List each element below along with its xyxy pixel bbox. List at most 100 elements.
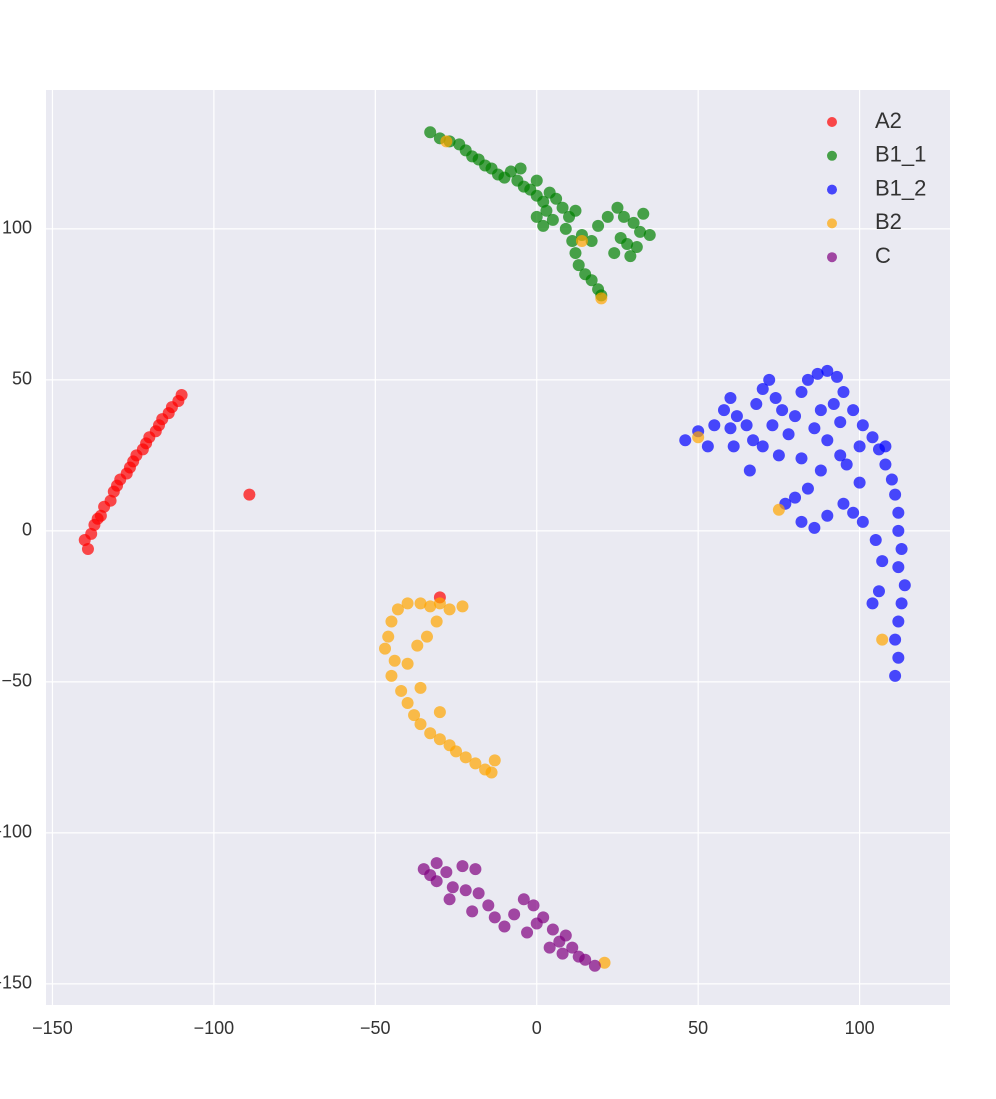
point	[692, 431, 705, 444]
point	[443, 893, 456, 906]
grid	[46, 90, 950, 1005]
point	[433, 706, 446, 719]
legend-label: B1_2	[875, 175, 926, 200]
point	[756, 382, 769, 395]
point	[727, 440, 740, 453]
point	[540, 204, 553, 217]
x-tick-label: 100	[845, 1018, 875, 1038]
point	[892, 524, 905, 537]
point	[866, 431, 879, 444]
point	[446, 881, 459, 894]
point	[837, 385, 850, 398]
point	[424, 727, 437, 740]
point	[598, 956, 611, 969]
legend-marker	[827, 117, 837, 127]
point	[85, 527, 98, 540]
point	[834, 416, 847, 429]
point	[382, 630, 395, 643]
point	[414, 718, 427, 731]
point	[566, 941, 579, 954]
point	[579, 953, 592, 966]
point	[104, 494, 117, 507]
point	[430, 857, 443, 870]
point	[630, 241, 643, 254]
point	[808, 521, 821, 534]
points	[78, 126, 911, 972]
point	[772, 503, 785, 516]
point	[556, 947, 569, 960]
point	[498, 920, 511, 933]
point	[94, 509, 107, 522]
point	[766, 419, 779, 432]
point	[466, 905, 479, 918]
point	[889, 669, 902, 682]
point	[175, 389, 188, 401]
point	[550, 192, 563, 205]
point	[595, 292, 608, 305]
point	[456, 860, 469, 873]
point	[488, 911, 501, 924]
point	[876, 633, 889, 646]
point	[459, 884, 472, 897]
point	[388, 654, 401, 667]
point	[517, 893, 530, 906]
point	[617, 210, 630, 223]
legend-label: C	[875, 243, 891, 268]
point	[840, 458, 853, 471]
y-tick-label: −150	[0, 973, 32, 993]
point	[575, 234, 588, 247]
point	[789, 491, 802, 504]
point	[569, 204, 582, 217]
point	[866, 597, 879, 610]
point	[546, 923, 559, 936]
point	[443, 603, 456, 616]
point	[892, 561, 905, 574]
point	[769, 392, 782, 405]
point	[585, 234, 598, 247]
point	[856, 419, 869, 432]
point	[472, 887, 485, 900]
point	[789, 410, 802, 423]
point	[588, 959, 601, 972]
point	[834, 449, 847, 462]
x-tick-label: −50	[360, 1018, 391, 1038]
point	[718, 404, 730, 417]
legend-marker	[827, 218, 837, 229]
point	[831, 370, 843, 383]
point	[379, 642, 391, 655]
x-tick-label: −100	[194, 1018, 235, 1038]
point	[530, 210, 543, 223]
point	[856, 515, 869, 528]
point	[898, 579, 911, 592]
point	[459, 751, 472, 764]
point	[821, 364, 834, 377]
legend-marker	[827, 184, 837, 195]
point	[821, 434, 834, 447]
point	[556, 201, 569, 214]
point	[585, 274, 598, 287]
point	[708, 419, 721, 432]
point	[385, 615, 398, 628]
point	[440, 866, 453, 879]
point	[530, 174, 543, 187]
point	[469, 757, 482, 770]
point	[892, 615, 905, 628]
point	[592, 219, 605, 232]
point	[420, 630, 433, 643]
legend-marker	[827, 150, 837, 161]
legend-label: B1_1	[875, 142, 926, 167]
point	[892, 651, 905, 664]
point	[81, 543, 94, 556]
point	[724, 392, 737, 405]
point	[740, 419, 753, 432]
point	[892, 506, 905, 519]
point	[401, 697, 414, 710]
point	[385, 669, 398, 682]
legend: A2 B1_1 B1_2 B2 C	[827, 108, 926, 268]
point	[569, 247, 582, 260]
point	[679, 434, 692, 447]
point	[508, 908, 521, 921]
y-tick-label: −100	[0, 822, 32, 842]
point	[401, 597, 414, 610]
